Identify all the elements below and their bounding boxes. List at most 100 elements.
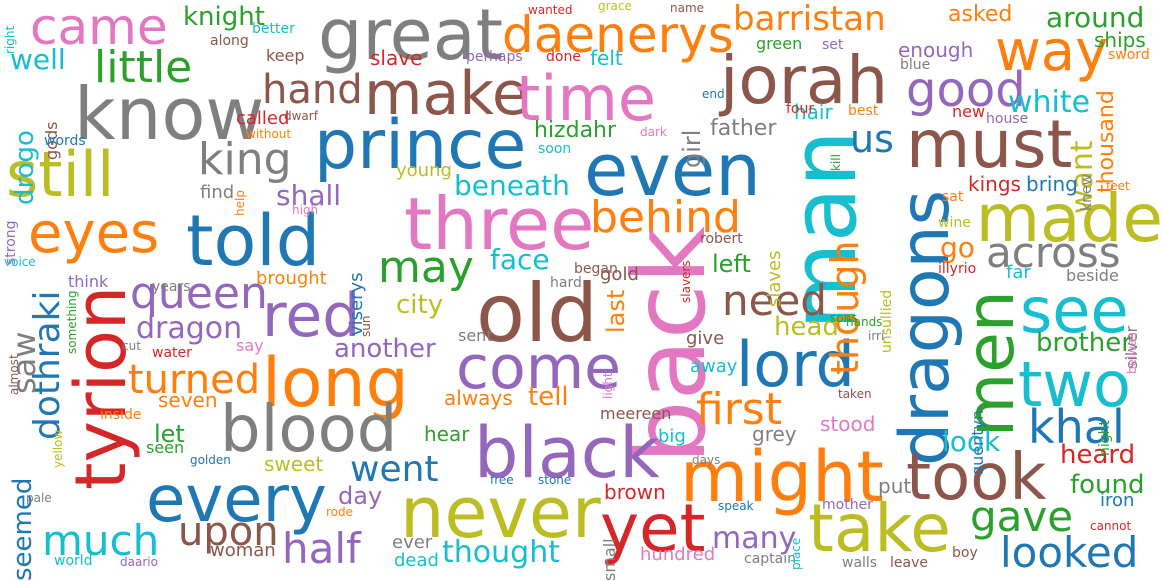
cloud-word-old: old [476, 267, 598, 360]
cloud-word-meereen: meereen [600, 404, 672, 423]
cloud-word-first: first [696, 384, 782, 435]
cloud-word-right: right [3, 26, 17, 55]
cloud-word-need: need [722, 276, 827, 325]
cloud-word-way: way [995, 19, 1109, 84]
cloud-word-hard: hard [550, 275, 582, 291]
cloud-word-knight: knight [183, 2, 265, 32]
cloud-word-taken: taken [838, 387, 872, 401]
cloud-word-brown: brown [604, 480, 666, 504]
cloud-word-leave: leave [890, 555, 928, 571]
cloud-word-yet: yet [600, 490, 706, 567]
cloud-word-blue: blue [900, 57, 931, 73]
cloud-word-slaves: slaves [764, 250, 785, 307]
cloud-word-ever: ever [392, 532, 433, 553]
cloud-word-stood: stood [820, 412, 876, 436]
cloud-word-high: high [292, 203, 319, 217]
cloud-word-irri: irri [868, 329, 885, 343]
cloud-word-quentyn: quentyn [968, 410, 987, 477]
cloud-word-gold: gold [600, 264, 639, 285]
cloud-word-keep: keep [266, 46, 305, 65]
cloud-word-something: something [65, 290, 79, 354]
cloud-word-boy: boy [952, 545, 978, 561]
cloud-word-made: made [975, 180, 1163, 257]
cloud-word-another: another [334, 334, 436, 364]
cloud-word-sun: sun [359, 316, 373, 338]
cloud-word-time: time [516, 62, 657, 135]
cloud-word-pale: pale [26, 491, 52, 505]
cloud-word-across: across [986, 228, 1121, 277]
cloud-word-say: say [236, 336, 264, 355]
cloud-word-without: without [246, 127, 292, 141]
cloud-word-ships: ships [1094, 28, 1146, 52]
cloud-word-let: let [154, 420, 185, 448]
cloud-word-bring: bring [1026, 172, 1078, 196]
cloud-word-cannot: cannot [1090, 519, 1132, 533]
cloud-word-look: look [942, 425, 1001, 458]
cloud-word-kings: kings [968, 172, 1021, 196]
cloud-word-come: come [456, 333, 622, 403]
cloud-word-world: world [54, 553, 93, 569]
cloud-word-much: much [42, 516, 160, 565]
cloud-word-may: may [378, 242, 474, 293]
cloud-word-asked: asked [948, 2, 1013, 27]
cloud-word-tell: tell [528, 382, 569, 412]
cloud-word-new: new [952, 102, 986, 121]
cloud-word-day: day [338, 482, 383, 510]
cloud-word-yellow: yellow [51, 430, 65, 469]
cloud-word-dwarf: dwarf [284, 109, 318, 123]
cloud-word-little: little [94, 42, 193, 93]
cloud-word-far: far [1006, 262, 1031, 283]
cloud-word-called: called [236, 108, 290, 129]
cloud-word-dragon: dragon [136, 311, 243, 346]
cloud-word-brought: brought [256, 268, 327, 289]
cloud-word-iron: iron [1100, 490, 1135, 511]
cloud-word-almost: almost [7, 354, 21, 395]
cloud-word-hear: hear [424, 422, 470, 446]
cloud-word-wanted: wanted [528, 3, 573, 17]
cloud-word-heard: heard [1060, 440, 1136, 470]
cloud-word-know: know [74, 72, 265, 156]
cloud-word-dark: dark [640, 125, 667, 139]
cloud-word-done: done [546, 49, 581, 65]
cloud-word-daenerys: daenerys [502, 6, 734, 64]
cloud-word-black: black [474, 412, 660, 494]
cloud-word-face: face [490, 243, 550, 276]
cloud-word-upon: upon [178, 509, 279, 555]
cloud-word-girl: girl [678, 130, 706, 169]
cloud-word-captain: captain [744, 551, 796, 567]
cloud-word-seen: seen [146, 438, 185, 457]
cloud-word-thousand: thousand [1094, 90, 1119, 193]
cloud-word-hand: hand [262, 67, 363, 113]
cloud-word-away: away [690, 356, 738, 377]
cloud-word-king: king [198, 134, 292, 185]
cloud-word-began: began [574, 261, 618, 277]
cloud-word-grace: grace [598, 0, 632, 13]
cloud-word-hundred: hundred [640, 544, 716, 565]
cloud-word-white: white [1008, 85, 1091, 120]
cloud-word-beneath: beneath [454, 169, 570, 202]
cloud-word-perhaps: perhaps [466, 49, 523, 65]
cloud-word-see: see [1020, 274, 1129, 347]
cloud-word-slave: slave [370, 46, 423, 70]
cloud-word-go: go [940, 231, 975, 264]
cloud-word-half: half [282, 524, 361, 573]
cloud-word-sons: sons [830, 311, 858, 325]
cloud-word-seven: seven [158, 388, 218, 412]
cloud-word-brother: brother [1036, 328, 1132, 358]
cloud-word-take: take [808, 490, 951, 567]
cloud-word-green: green [756, 34, 803, 53]
cloud-word-told: told [186, 200, 321, 282]
cloud-word-rode: rode [326, 505, 354, 519]
cloud-word-sent: sent [458, 326, 493, 345]
cloud-word-must: must [906, 106, 1073, 183]
cloud-word-put: put [878, 474, 912, 498]
cloud-word-four: four [786, 101, 815, 117]
cloud-word-big: big [658, 426, 686, 447]
cloud-word-young: young [396, 160, 452, 181]
cloud-word-left: left [712, 250, 751, 278]
cloud-word-never: never [400, 472, 601, 554]
cloud-word-drogo: drogo [10, 130, 40, 205]
cloud-word-find: find [200, 182, 235, 203]
cloud-word-along: along [210, 33, 249, 49]
